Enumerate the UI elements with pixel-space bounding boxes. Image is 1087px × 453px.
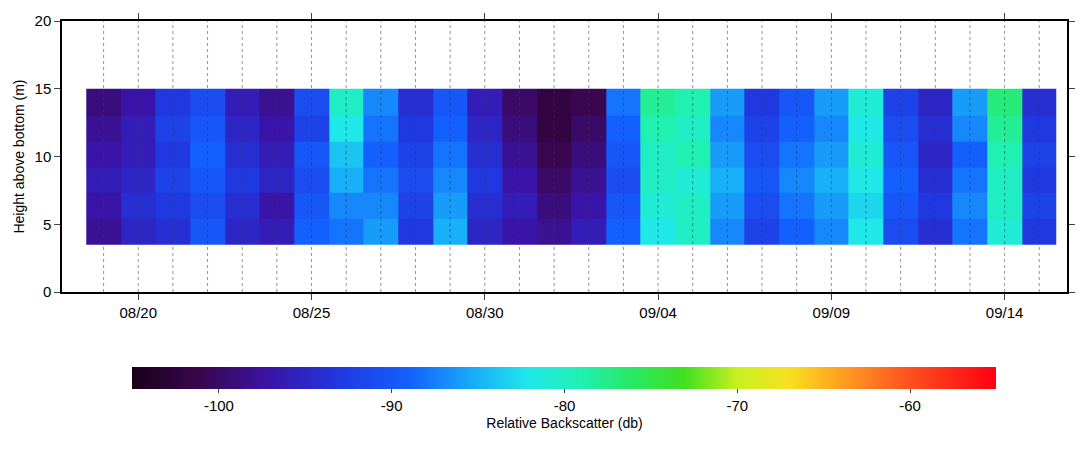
svg-text:15: 15 [35, 80, 52, 97]
svg-text:08/20: 08/20 [119, 304, 157, 321]
svg-text:5: 5 [43, 216, 51, 233]
svg-text:-100: -100 [204, 397, 234, 414]
svg-text:0: 0 [43, 283, 51, 300]
svg-text:09/14: 09/14 [986, 304, 1024, 321]
svg-text:10: 10 [35, 148, 52, 165]
svg-text:09/04: 09/04 [639, 304, 677, 321]
svg-text:-60: -60 [899, 397, 921, 414]
svg-text:-80: -80 [554, 397, 576, 414]
svg-text:-90: -90 [381, 397, 403, 414]
svg-text:20: 20 [35, 12, 52, 29]
svg-text:Relative Backscatter (db): Relative Backscatter (db) [486, 416, 642, 432]
svg-text:08/25: 08/25 [293, 304, 331, 321]
svg-text:08/30: 08/30 [466, 304, 504, 321]
svg-text:09/09: 09/09 [813, 304, 851, 321]
svg-text:-70: -70 [726, 397, 748, 414]
svg-text:Height above bottom (m): Height above bottom (m) [11, 79, 27, 233]
